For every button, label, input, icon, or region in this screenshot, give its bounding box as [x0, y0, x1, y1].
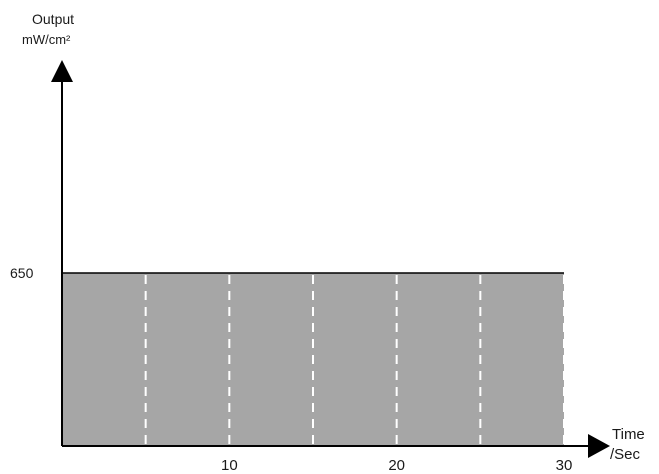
- y-axis-arrow: [51, 60, 73, 82]
- x-axis-label-line1: Time: [612, 426, 645, 443]
- x-axis-label-line2: /Sec: [610, 446, 641, 463]
- x-tick-label: 30: [556, 457, 573, 474]
- x-axis-label: Time /Sec: [610, 426, 645, 463]
- y-axis-label-line1: Output: [32, 11, 74, 27]
- x-axis-arrow: [588, 434, 610, 458]
- plot-area: 10 20 30 650: [10, 60, 610, 474]
- x-tick-label: 20: [388, 457, 405, 474]
- y-axis-label-line2: mW/cm²: [22, 32, 71, 47]
- y-axis-label: Output mW/cm²: [22, 11, 74, 47]
- y-tick-label: 650: [10, 265, 34, 281]
- x-tick-label: 10: [221, 457, 238, 474]
